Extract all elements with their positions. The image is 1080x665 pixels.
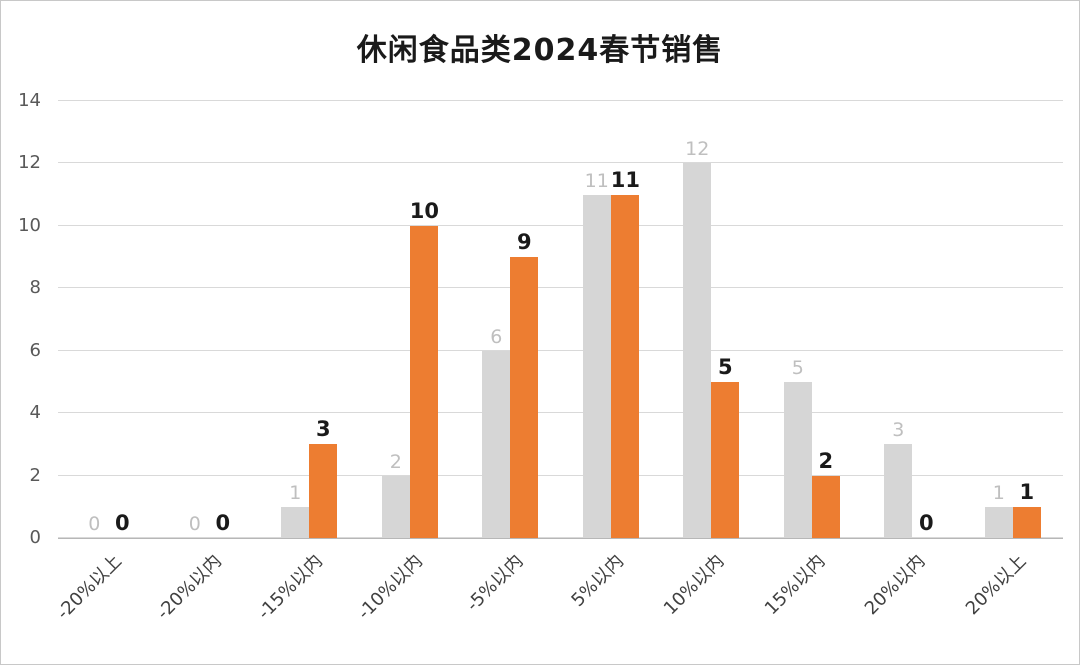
bar-value-label: 2 — [389, 450, 402, 473]
bar-value-label: 1 — [1019, 479, 1035, 504]
bar-group: 12 5 — [661, 101, 762, 538]
series-gray-bar — [884, 444, 913, 538]
gridline — [58, 287, 1063, 289]
bar-value-label: 0 — [918, 511, 934, 535]
bar-value-label: 0 — [88, 513, 101, 535]
bar-value-label: 3 — [315, 417, 331, 442]
chart-title: 休闲食品类2024春节销售 — [356, 33, 724, 68]
bar-value-label: 11 — [584, 169, 609, 192]
series-gray-bar — [582, 194, 611, 538]
x-tick-label: 10%以内 — [660, 550, 729, 620]
y-tick-label: 4 — [29, 402, 41, 424]
series-gray-bar — [482, 350, 511, 538]
bar-value-label: 12 — [685, 138, 710, 161]
bar-value-label: 6 — [490, 325, 503, 348]
y-tick-label: 2 — [29, 464, 41, 486]
bar-value-label: 3 — [892, 419, 905, 442]
x-tick-label: 5%以内 — [567, 550, 629, 612]
x-tick-label: -20%以上 — [52, 550, 126, 624]
series-gray-bar — [281, 506, 310, 538]
series-gray-bar — [984, 506, 1013, 538]
series-orange-bar — [610, 194, 639, 538]
bar-groups: 0 0 0 0 1 3 2 10 6 9 11 11 12 5 5 2 3 0 1 1 — [58, 101, 1063, 538]
series-gray-bar — [683, 163, 712, 538]
bar-value-label: 1 — [289, 481, 302, 504]
y-tick-label: 8 — [29, 277, 41, 299]
y-tick-label: 10 — [18, 214, 41, 236]
bar-value-label: 0 — [114, 511, 130, 535]
y-tick-label: 6 — [29, 339, 41, 361]
bar-value-label: 5 — [791, 356, 804, 379]
series-gray-bar — [381, 475, 410, 538]
y-axis-labels: 0 2 4 6 8 10 12 14 — [1, 92, 49, 547]
bar-group: 2 10 — [360, 101, 461, 538]
bar-value-label: 11 — [610, 167, 640, 192]
series-orange-bar — [309, 444, 338, 538]
x-tick-label: -20%以内 — [152, 550, 227, 624]
y-tick-label: 12 — [18, 152, 41, 174]
y-tick-label: 0 — [29, 527, 41, 548]
bar-value-label: 0 — [215, 511, 231, 535]
x-tick-label: 20%以内 — [861, 550, 930, 620]
bar-value-label: 9 — [516, 230, 532, 255]
gridline — [58, 537, 1063, 538]
series-gray-bar — [783, 381, 812, 538]
plot-area: 0 0 0 0 1 3 2 10 6 9 11 11 12 5 5 2 3 0 1 1 — [58, 100, 1063, 539]
series-orange-bar — [1012, 506, 1041, 538]
bar-value-label: 5 — [717, 354, 733, 379]
x-tick-label: -15%以内 — [253, 550, 327, 624]
gridline — [58, 100, 1063, 101]
x-tick-label: -5%以内 — [462, 550, 528, 616]
series-orange-bar — [811, 475, 840, 538]
x-tick-label: 15%以内 — [760, 550, 830, 620]
gridline — [58, 474, 1063, 476]
gridline — [58, 162, 1063, 164]
x-tick-label: 20%以上 — [961, 550, 1031, 620]
bar-value-label: 2 — [818, 448, 834, 473]
gridline — [58, 224, 1063, 226]
y-tick-label: 14 — [18, 90, 41, 111]
bar-value-label: 10 — [409, 198, 439, 223]
series-orange-bar — [409, 225, 438, 538]
gridline — [58, 349, 1063, 351]
series-orange-bar — [711, 381, 740, 538]
bar-group: 11 11 — [561, 101, 662, 538]
x-tick-label: -10%以内 — [353, 550, 428, 624]
bar-value-label: 1 — [992, 481, 1005, 504]
series-orange-bar — [510, 257, 539, 538]
x-axis-labels: -20%以上 -20%以内 -15%以内 -10%以内 -5%以内 5%以内 10%以内 15… — [52, 538, 1063, 658]
bar-value-label: 0 — [188, 513, 201, 535]
gridline — [58, 412, 1063, 414]
